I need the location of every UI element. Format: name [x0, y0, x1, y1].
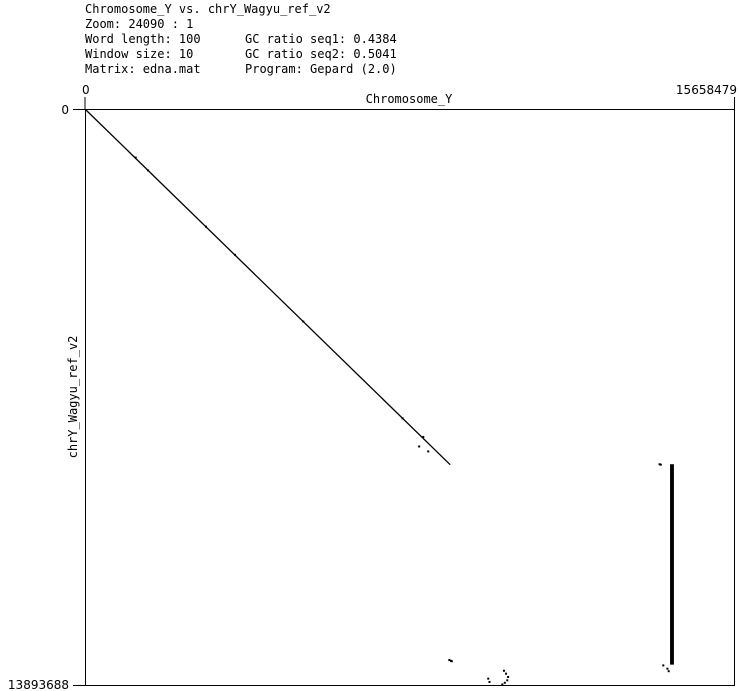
- dotplot-point: [487, 677, 490, 680]
- dotplot-point: [502, 669, 505, 672]
- dotplot-point: [448, 659, 451, 662]
- dotplot-point: [488, 680, 491, 683]
- dotplot-point: [662, 664, 665, 667]
- x-tick-label-end: 15658479: [676, 83, 737, 97]
- dotplot-point: [422, 435, 425, 438]
- gc-ratio-seq1-label: GC ratio seq1: 0.4384: [245, 32, 397, 46]
- matrix-label: Matrix: edna.mat: [85, 62, 201, 76]
- dotplot-point: [427, 450, 430, 453]
- dotplot-point: [667, 670, 670, 673]
- plot-title: Chromosome_Y vs. chrY_Wagyu_ref_v2: [85, 2, 331, 16]
- dotplot-point: [418, 445, 421, 448]
- dotplot-marks: [85, 109, 674, 686]
- dotplot-point: [503, 681, 506, 684]
- dotplot-segment-main-diagonal: [85, 109, 451, 466]
- dotplot-point: [501, 683, 504, 686]
- dotplot-point: [147, 169, 150, 172]
- dotplot-point: [506, 679, 509, 682]
- y-tick-label-start: 0: [61, 103, 69, 117]
- x-axis-label: Chromosome_Y: [366, 92, 453, 106]
- dotplot-point: [507, 675, 510, 678]
- y-tick-label-end: 13893688: [8, 678, 69, 691]
- window-size-label: Window size: 10: [85, 47, 193, 61]
- dotplot-point: [450, 660, 453, 663]
- dotplot-point: [659, 463, 662, 466]
- plot-frame: [85, 109, 735, 686]
- gc-ratio-seq2-label: GC ratio seq2: 0.5041: [245, 47, 397, 61]
- dotplot-point: [302, 320, 305, 323]
- zoom-label: Zoom: 24090 : 1: [85, 17, 193, 31]
- y-axis-label: chrY_Wagyu_ref_v2: [66, 336, 80, 459]
- dotplot-point: [505, 672, 508, 675]
- dotplot-point: [134, 156, 137, 159]
- dotplot-point: [205, 225, 208, 228]
- x-tick-label-start: 0: [82, 83, 90, 97]
- word-length-label: Word length: 100: [85, 32, 201, 46]
- dotplot-point: [658, 463, 661, 466]
- dotplot-point: [233, 253, 236, 256]
- program-label: Program: Gepard (2.0): [245, 62, 397, 76]
- dotplot-point: [666, 667, 669, 670]
- dotplot-point: [401, 417, 404, 420]
